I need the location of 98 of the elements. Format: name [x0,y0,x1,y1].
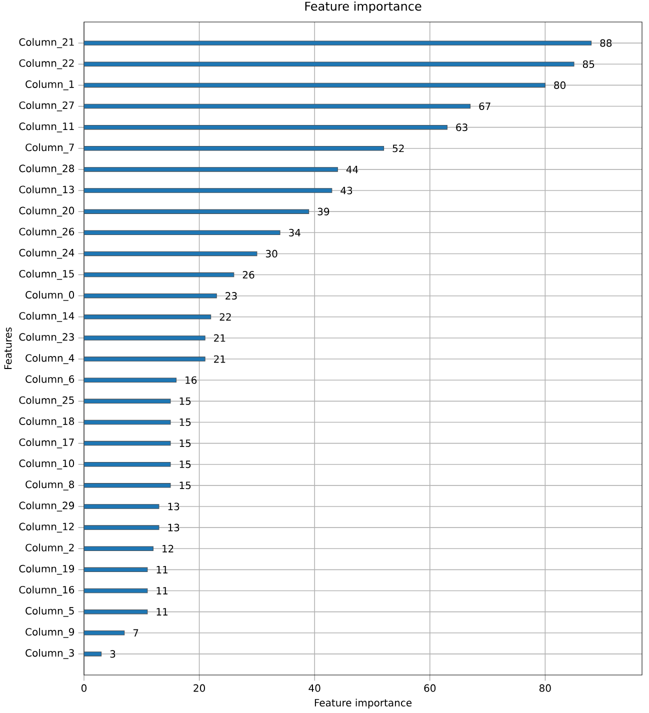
bar [84,609,148,614]
bar [84,230,280,236]
y-tick-label: Column_0 [26,290,74,301]
data-label: 30 [266,250,278,258]
data-label: 34 [289,228,300,236]
data-label: 3 [110,650,116,658]
bar [84,378,177,382]
bar [84,104,470,109]
y-tick-label: Column_18 [19,417,74,428]
bar [84,546,154,551]
data-label: 15 [180,482,191,490]
y-tick-label: Column_5 [26,606,74,617]
bar [84,356,206,362]
data-label: 21 [214,355,226,363]
y-tick-label: Column_20 [19,206,74,217]
bar [84,62,574,67]
y-tick-label: Column_4 [26,354,74,364]
bar [84,398,171,404]
bar [84,440,171,446]
y-tick-label: Column_10 [19,459,74,470]
y-tick-label: Column_19 [19,564,74,575]
y-tick-label: Column_29 [19,502,74,512]
y-tick-label: Column_24 [19,248,74,259]
y-tick-label: Column_15 [19,270,74,280]
bar [84,188,332,193]
bar [84,525,160,530]
y-tick-label: Column_17 [19,438,74,448]
y-tick-label: Column_14 [19,312,74,322]
data-label: 15 [180,397,191,405]
bar [84,420,171,425]
data-label: 15 [180,460,191,468]
data-label: 15 [180,440,191,448]
data-label: 11 [156,566,168,574]
y-tick-label: Column_9 [26,628,74,638]
x-tick-label: 40 [308,684,320,692]
bar [84,272,234,278]
bar [84,314,212,320]
y-axis-title: Features [4,327,12,370]
data-label: 67 [479,102,490,110]
y-tick-label: Column_25 [19,396,74,406]
data-label: 26 [242,270,254,279]
x-tick-label: 60 [424,684,436,692]
data-label: 43 [340,186,352,194]
x-axis-title: Feature importance [314,698,412,708]
bar [84,504,160,509]
bar [84,124,448,130]
y-tick-label: Column_1 [26,80,74,90]
y-tick-label: Column_13 [19,186,74,196]
bar [84,293,217,298]
y-tick-label: Column_22 [19,59,74,70]
data-label: 63 [456,124,468,132]
bar [84,82,546,88]
bar [84,251,258,256]
y-tick-label: Column_27 [19,101,74,112]
bar [84,483,171,488]
y-tick-label: Column_16 [19,586,74,596]
y-tick-label: Column_2 [26,544,74,554]
y-tick-label: Column_21 [19,38,74,48]
bar [84,462,171,467]
bar [84,336,206,340]
bar [84,146,384,151]
y-tick-label: Column_28 [19,164,74,174]
y-tick-label: Column_23 [19,333,74,343]
data-label: 11 [156,608,168,616]
data-label: 44 [346,166,358,174]
y-tick-label: Column_3 [26,648,74,659]
data-label: 12 [162,544,174,552]
chart-title: Feature importance [305,1,422,14]
data-label: 13 [168,502,180,510]
data-label: 21 [214,334,226,342]
data-label: 16 [186,376,197,384]
y-tick-label: Column_8 [26,480,74,490]
data-label: 7 [133,629,138,637]
data-label: 15 [180,418,191,426]
bar [84,652,102,656]
x-tick-label: 80 [539,684,551,692]
data-label: 88 [600,39,612,47]
data-label: 80 [554,81,566,89]
data-label: 39 [318,208,330,216]
bar [84,40,592,46]
data-label: 13 [168,524,180,532]
data-label: 85 [582,60,594,68]
data-label: 11 [156,587,168,594]
x-tick-label: 20 [194,684,205,692]
bar [84,209,310,214]
data-label: 23 [226,292,237,300]
bar [84,567,148,572]
x-tick-label: 0 [81,684,87,692]
y-tick-label: Column_7 [26,143,74,154]
data-label: 52 [392,144,404,152]
y-tick-label: Column_11 [19,122,74,132]
bar [84,588,148,594]
y-tick-label: Column_12 [19,522,74,533]
y-tick-label: Column_6 [26,375,74,386]
data-label: 22 [220,313,231,321]
bar [84,167,338,172]
y-tick-label: Column_26 [19,228,74,238]
bar [84,630,125,636]
